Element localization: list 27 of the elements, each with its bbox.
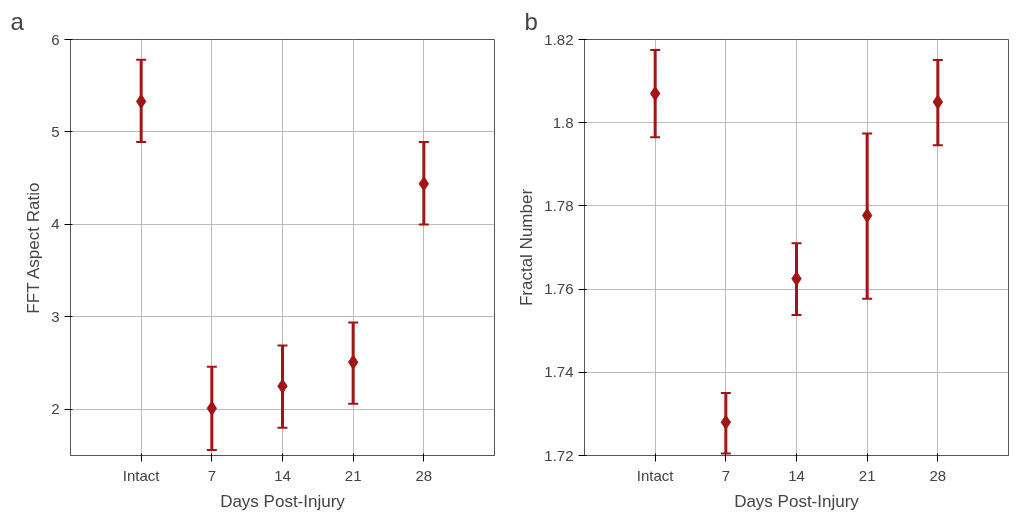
y-tick-label: 1.8 (552, 113, 574, 131)
x-tick-label: Intact (122, 466, 161, 484)
x-tick-label: 14 (788, 466, 805, 484)
y-tick-label: 3 (51, 307, 60, 325)
x-tick-label: Intact (636, 466, 675, 484)
x-tick-label: 28 (415, 466, 433, 484)
x-tick-label: 21 (344, 466, 362, 484)
x-axis-title: Days Post-Injury (220, 491, 346, 511)
y-tick-label: 1.72 (544, 446, 574, 464)
y-tick-label: 1.74 (544, 363, 574, 381)
y-tick-label: 1.76 (544, 280, 574, 298)
y-tick-label: 5 (51, 122, 60, 140)
y-tick-label: 4 (51, 215, 60, 233)
x-tick-label: 14 (274, 466, 291, 484)
chart-title: a (10, 7, 25, 35)
x-tick-label: 28 (929, 466, 947, 484)
x-tick-label: 21 (858, 466, 876, 484)
y-tick-label: 2 (51, 400, 60, 418)
chart-title: b (524, 7, 538, 35)
x-axis-title: Days Post-Injury (734, 491, 860, 511)
y-axis-title: FFT Aspect Ratio (24, 182, 44, 314)
x-tick-label: 7 (721, 466, 731, 484)
x-tick-label: 7 (207, 466, 217, 484)
y-tick-label: 1.78 (544, 196, 574, 214)
y-axis-title: Fractal Number (517, 188, 537, 307)
y-tick-label: 6 (51, 30, 60, 48)
y-tick-label: 1.82 (544, 30, 574, 48)
